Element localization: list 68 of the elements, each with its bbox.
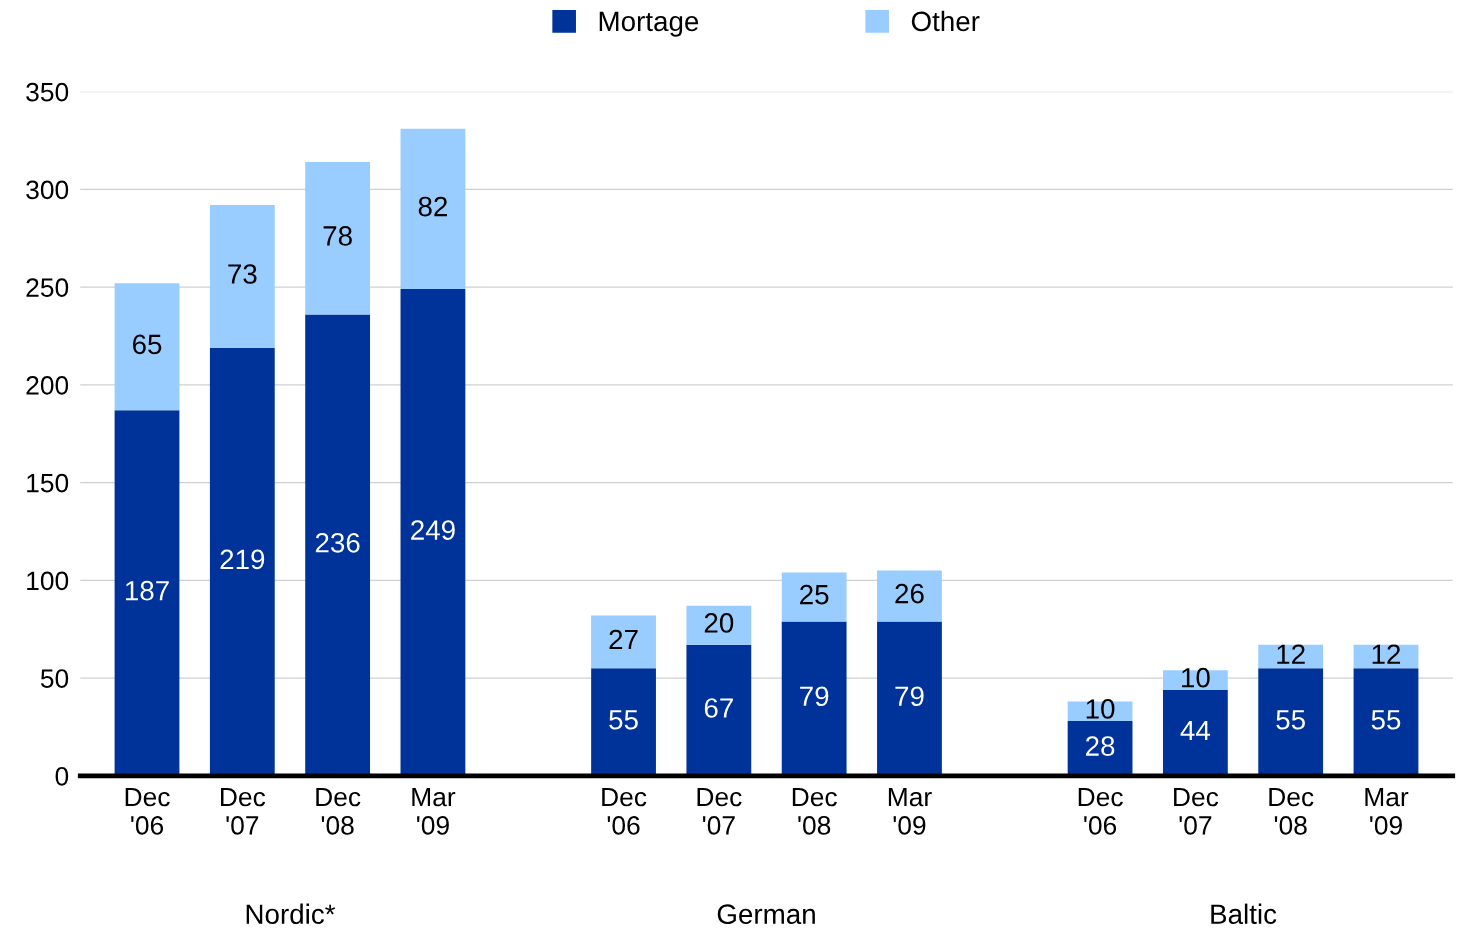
y-tick-label: 200 [26,376,69,395]
y-tick-label: 100 [27,571,69,591]
y-tick-label: 0 [55,766,69,786]
data-label: 27 [609,629,638,650]
data-label: 44 [1180,720,1211,741]
bar [1162,689,1228,776]
text: Nordic* [246,903,336,925]
data-label: 236 [315,532,360,553]
y-tick-label: 350 [26,82,69,102]
x-tick-label: Dec '08 [316,787,361,835]
x-tick-label: Dec '07 [697,787,742,835]
data-label: 55 [609,710,638,730]
data-label: 219 [220,549,265,570]
bar [305,162,371,315]
bar [781,621,847,776]
data-label: 26 [895,583,924,604]
bar [114,410,180,776]
legend-label: Mortage [599,11,699,37]
data-label: 65 [132,334,162,355]
text: Baltic [1211,903,1277,925]
data-label: 249 [411,520,455,540]
bar [209,347,275,776]
data-label: 67 [704,698,733,718]
x-tick-label: Mar '09 [412,787,456,835]
data-label: 55 [1371,710,1401,730]
data-label: 25 [800,584,829,605]
data-label: 10 [1086,699,1115,719]
bar [591,615,656,669]
y-tick-label: 150 [27,473,69,493]
data-label: 78 [323,226,352,246]
data-label: 10 [1182,667,1210,688]
x-tick-label: Dec '07 [1174,787,1219,835]
x-tick-label: Mar '09 [1365,787,1409,835]
x-tick-label: Mar '09 [888,787,932,835]
bar [686,605,752,645]
y-tick-label: 250 [26,278,69,297]
data-label: 12 [1277,644,1305,664]
bar [400,289,466,776]
x-tick-label: Dec '08 [792,787,837,835]
x-tick-label: Dec '06 [1078,787,1123,835]
data-label: 28 [1086,736,1115,756]
y-tick-label: 300 [26,180,69,200]
bar [686,644,752,776]
data-label: 73 [228,264,257,284]
data-label: 79 [800,686,829,707]
x-tick-label: Dec '07 [221,787,266,835]
bar [877,621,942,776]
x-tick-label: Dec '08 [1269,787,1314,835]
bar [591,668,656,776]
text: German [717,904,815,925]
data-label: 187 [125,580,169,601]
bar [114,283,180,411]
y-tick-label: 50 [40,669,69,688]
data-label: 12 [1372,644,1401,664]
data-label: 79 [895,686,924,707]
bar [877,570,942,622]
x-tick-label: Dec '06 [602,787,647,835]
legend-label: Other [911,10,980,32]
bar [1258,668,1324,776]
bar [400,128,466,290]
data-label: 82 [418,196,447,217]
data-label: 20 [704,613,734,633]
bar [305,314,371,776]
bar [209,205,275,348]
x-tick-label: Dec '06 [125,787,170,835]
bar [1353,668,1419,776]
bar [781,572,847,622]
data-label: 55 [1276,710,1305,730]
